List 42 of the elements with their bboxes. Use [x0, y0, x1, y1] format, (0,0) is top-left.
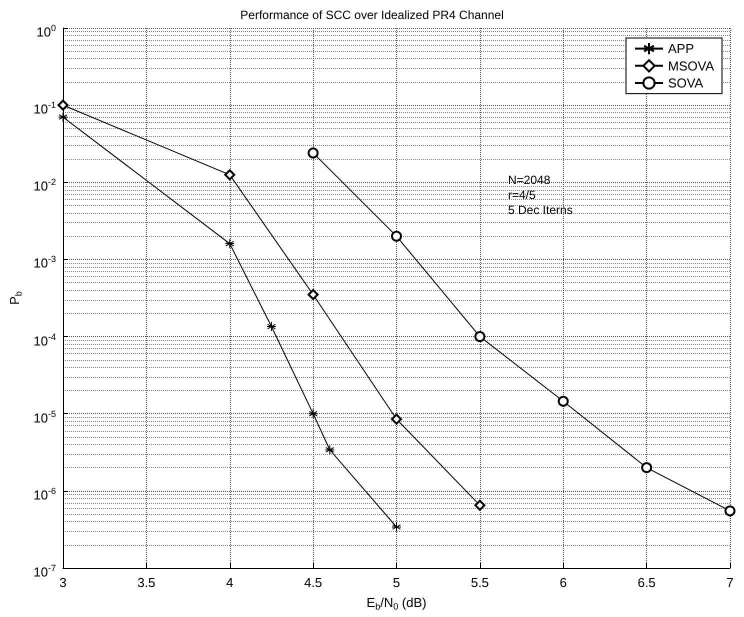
point: [308, 408, 318, 419]
x-tick-label: 6: [560, 575, 567, 590]
point: [324, 444, 335, 455]
y-axis-title: Pb: [7, 291, 24, 305]
point: [724, 505, 736, 516]
point: [392, 522, 402, 532]
point: [224, 238, 235, 249]
annotation: r=4/5: [508, 188, 536, 202]
x-tick-label: 7: [726, 575, 734, 590]
point: [308, 289, 319, 300]
x-tick-label: 6.5: [638, 575, 656, 590]
point: [58, 100, 68, 111]
y-tick-label: 10$^{0}$: [36, 22, 56, 40]
legend-label: MSOVA: [668, 58, 714, 74]
point: [308, 147, 319, 158]
x-tick-label: 4.5: [304, 575, 322, 590]
x-tick-label: 5: [392, 575, 400, 590]
point: [474, 500, 486, 511]
y-tick-label: 10$^{-7}$: [34, 562, 56, 580]
x-tick-label: 3: [59, 575, 67, 590]
point: [558, 396, 569, 407]
legend-label: APP: [668, 41, 694, 56]
point: [58, 112, 68, 122]
y-tick-label: 10$^{-5}$: [34, 408, 56, 426]
y-tick-label: 10$^{-1}$: [34, 99, 56, 118]
y-tick-label: 10$^{-2}$: [34, 176, 56, 195]
y-tick-label: 10$^{-3}$: [34, 253, 56, 272]
y-tick-label: 10$^{-4}$: [34, 330, 56, 349]
x-tick-label: 5.5: [470, 575, 489, 590]
x-tick-label: 3.5: [137, 575, 156, 590]
legend-label: SOVA: [668, 76, 704, 90]
x-tick-label: 4: [226, 575, 234, 590]
point: [391, 230, 402, 242]
annotation: 5 Dec Iterns: [508, 203, 573, 217]
y-tick-label: 10$^{-6}$: [34, 484, 56, 504]
point: [224, 169, 236, 180]
point: [474, 331, 486, 342]
annotation: N=2048: [508, 173, 551, 187]
point: [266, 322, 276, 332]
point: [391, 414, 402, 425]
point: [641, 462, 652, 474]
chart-title: Performance of SCC over Idealized PR4 Channel: [240, 8, 504, 22]
